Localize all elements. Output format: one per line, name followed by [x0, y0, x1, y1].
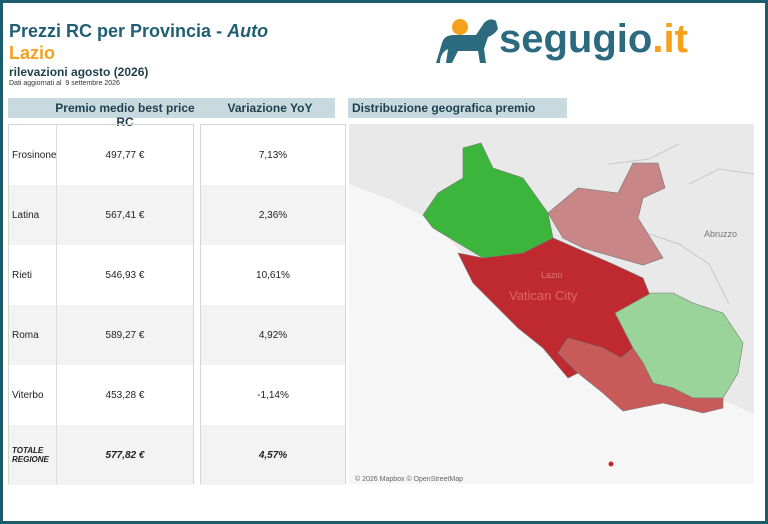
map-label: Vatican City	[509, 288, 578, 303]
variation: 4,92%	[258, 329, 288, 341]
column-header: Premio medio best price RC	[55, 101, 195, 129]
divider	[56, 245, 57, 305]
table-row: Frosinone 497,77 €	[9, 125, 193, 185]
premium: 497,77 €	[105, 149, 145, 161]
table-row: 4,92%	[201, 305, 345, 365]
map: Abruzzo Lazio Vatican City © 2026 Mapbox…	[349, 124, 754, 484]
map-label: Lazio	[541, 270, 563, 280]
updated: Dati aggiornati al 9 settembre 2026	[9, 80, 120, 87]
logo-tld: .it	[652, 17, 688, 61]
logo-icon	[436, 19, 498, 63]
province: Latina	[12, 209, 40, 221]
logo-name: segugio	[499, 17, 653, 61]
province: TOTALE REGIONE	[12, 446, 49, 464]
province: Rieti	[12, 269, 33, 281]
premium: 567,41 €	[105, 209, 145, 221]
table-row: Rieti 546,93 €	[9, 245, 193, 305]
variation: -1,14%	[257, 389, 289, 401]
divider	[56, 365, 57, 425]
province: Viterbo	[12, 389, 44, 401]
province: Roma	[12, 329, 39, 341]
map-attribution: © 2026 Mapbox © OpenStreetMap	[355, 475, 463, 483]
region: Lazio	[9, 43, 56, 63]
variation: 2,36%	[258, 209, 288, 221]
divider	[56, 425, 57, 485]
table-row: 2,36%	[201, 185, 345, 245]
subtitle: rilevazioni agosto (2026)	[9, 65, 149, 79]
premium: 589,27 €	[105, 329, 145, 341]
logo: segugio.it	[499, 17, 688, 62]
header-bar	[8, 98, 335, 118]
column-header: Variazione YoY	[227, 101, 313, 115]
divider	[56, 305, 57, 365]
premium: 546,93 €	[105, 269, 145, 281]
map-label: Abruzzo	[704, 229, 737, 239]
title-em: Auto	[227, 21, 269, 41]
table-row: Roma 589,27 €	[9, 305, 193, 365]
divider	[56, 185, 57, 245]
premium: 453,28 €	[105, 389, 145, 401]
variation: 7,13%	[258, 149, 288, 161]
map-title: Distribuzione geografica premio	[352, 101, 536, 115]
title: Prezzi RC per Provincia - Auto	[9, 21, 268, 42]
variation: 10,61%	[256, 269, 290, 281]
province: Frosinone	[12, 149, 57, 161]
variation: 4,57%	[258, 449, 288, 461]
header-bar	[348, 98, 567, 118]
divider	[56, 125, 57, 185]
title-text: Prezzi RC per Provincia -	[9, 21, 228, 41]
table-row: Latina 567,41 €	[9, 185, 193, 245]
table-row: 7,13%	[201, 125, 345, 185]
table-row: -1,14%	[201, 365, 345, 425]
table-row: 4,57%	[201, 425, 345, 485]
table-row: Viterbo 453,28 €	[9, 365, 193, 425]
premium: 577,82 €	[105, 449, 145, 461]
table-row: 10,61%	[201, 245, 345, 305]
table-row: TOTALE REGIONE 577,82 €	[9, 425, 193, 485]
